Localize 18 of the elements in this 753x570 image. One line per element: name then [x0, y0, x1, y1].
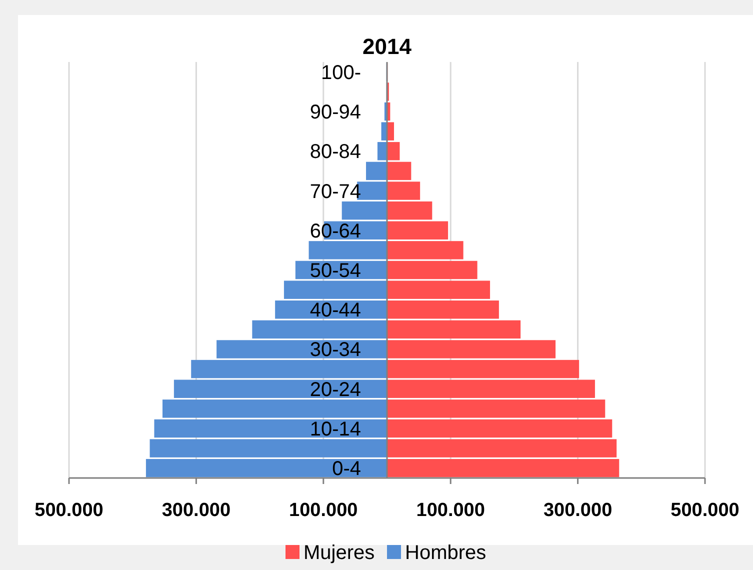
- legend-label: Mujeres: [304, 542, 375, 564]
- x-tick-label: 300.000: [162, 500, 231, 521]
- x-tick-label: 300.000: [543, 500, 612, 521]
- chart-title: 2014: [362, 34, 412, 59]
- y-tick-label: 20-24: [310, 378, 361, 401]
- y-tick-label: 50-54: [310, 260, 361, 282]
- y-tick-label: 10-14: [310, 418, 361, 440]
- y-tick-label: 90-94: [310, 102, 361, 124]
- x-tick-label: 100.000: [416, 500, 485, 521]
- legend-label: Hombres: [405, 542, 486, 564]
- y-tick-label: 80-84: [310, 141, 361, 164]
- y-tick-label: 100-: [320, 62, 361, 84]
- y-tick-label: 40-44: [310, 300, 361, 322]
- y-tick-label: 0-4: [332, 458, 361, 480]
- x-tick-label: 500.000: [670, 500, 740, 521]
- y-tick-label: 30-34: [310, 339, 361, 362]
- x-tick-label: 500.000: [34, 500, 104, 521]
- x-tick-label: 100.000: [289, 500, 358, 521]
